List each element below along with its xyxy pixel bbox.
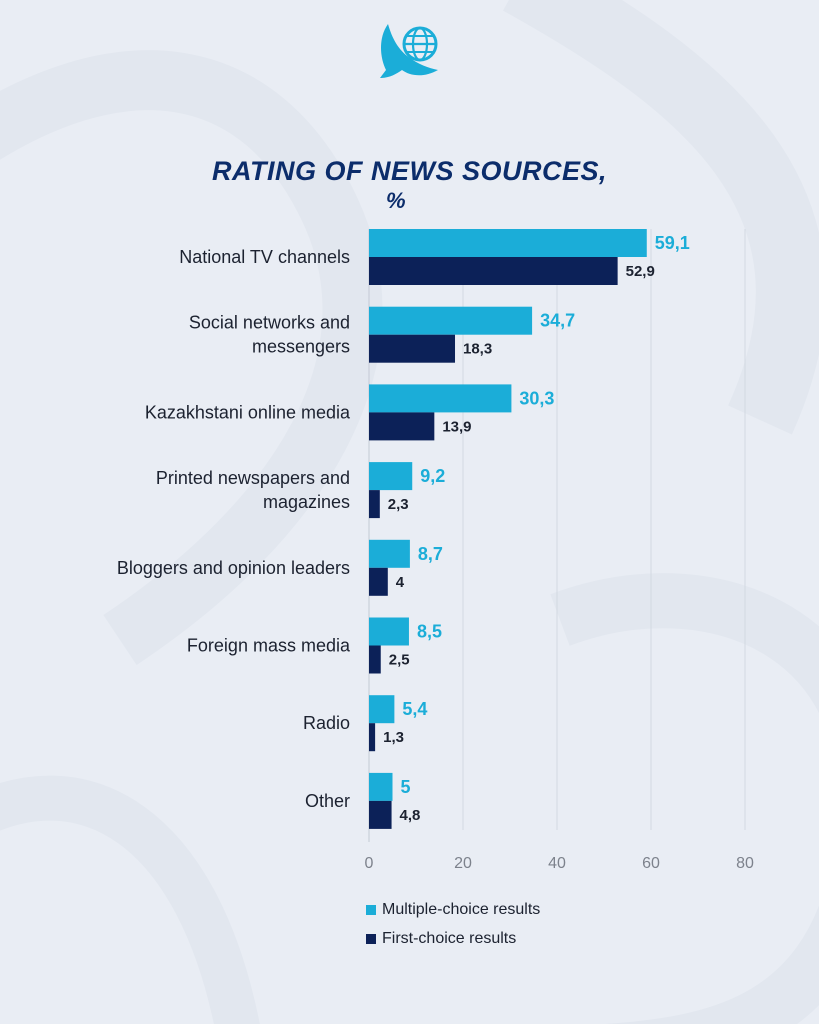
data-label-multiple-choice: 9,2 <box>420 466 445 486</box>
x-tick-label: 40 <box>548 855 566 872</box>
data-label-first-choice: 4 <box>396 574 405 591</box>
bar-first-choice <box>369 800 392 829</box>
data-label-first-choice: 52,9 <box>626 263 655 280</box>
x-tick-label: 20 <box>454 855 472 872</box>
data-label-multiple-choice: 30,3 <box>519 388 554 408</box>
bar-first-choice <box>369 567 388 596</box>
bar-multiple-choice <box>369 617 409 646</box>
category-label: Kazakhstani online media <box>145 402 351 422</box>
category-label: Bloggers and opinion leaders <box>117 558 350 578</box>
legend-item-first-choice: First-choice results <box>366 924 540 953</box>
data-label-multiple-choice: 8,7 <box>418 544 443 564</box>
data-label-first-choice: 13,9 <box>442 418 471 435</box>
bar-multiple-choice <box>369 539 410 568</box>
legend-item-multiple-choice: Multiple-choice results <box>366 895 540 924</box>
bar-first-choice <box>369 257 618 285</box>
data-label-multiple-choice: 5,4 <box>402 699 427 719</box>
x-tick-label: 60 <box>642 855 660 872</box>
category-label: Radio <box>303 713 350 733</box>
legend-swatch-multiple-choice <box>366 904 376 915</box>
x-tick-label: 0 <box>365 855 374 872</box>
data-label-first-choice: 2,3 <box>388 496 409 513</box>
eagle-globe-logo <box>380 24 438 78</box>
chart-subtitle: % <box>386 188 406 213</box>
bar-first-choice <box>369 334 456 363</box>
bar-multiple-choice <box>369 462 413 491</box>
category-label: Social networks and <box>189 313 350 333</box>
data-label-first-choice: 2,5 <box>389 652 410 669</box>
bar-first-choice <box>369 645 381 674</box>
legend-label-multiple-choice: Multiple-choice results <box>382 900 541 918</box>
data-label-first-choice: 4,8 <box>400 807 421 824</box>
category-label: magazines <box>263 492 350 512</box>
data-label-first-choice: 18,3 <box>463 341 492 358</box>
legend: Multiple-choice results First-choice res… <box>366 895 540 953</box>
legend-swatch-first-choice <box>366 933 376 944</box>
bar-multiple-choice <box>369 306 533 335</box>
x-tick-label: 80 <box>736 855 754 872</box>
data-label-first-choice: 1,3 <box>383 729 404 746</box>
category-label: Foreign mass media <box>187 636 351 656</box>
category-label: Printed newspapers and <box>156 468 350 488</box>
data-label-multiple-choice: 34,7 <box>540 311 575 331</box>
bar-first-choice <box>369 723 376 752</box>
data-label-multiple-choice: 8,5 <box>417 622 442 642</box>
data-label-multiple-choice: 5 <box>401 777 411 797</box>
data-label-multiple-choice: 59,1 <box>655 233 690 253</box>
category-label: messengers <box>252 337 350 357</box>
category-label: National TV channels <box>179 247 350 267</box>
bar-first-choice <box>369 412 435 441</box>
bar-multiple-choice <box>369 695 395 724</box>
chart-title: RATING OF NEWS SOURCES, <box>211 156 607 186</box>
bar-first-choice <box>369 490 380 519</box>
category-label: Other <box>305 791 350 811</box>
legend-label-first-choice: First-choice results <box>382 929 517 947</box>
bar-multiple-choice <box>369 229 647 257</box>
bar-multiple-choice <box>369 772 393 801</box>
bar-multiple-choice <box>369 384 512 413</box>
